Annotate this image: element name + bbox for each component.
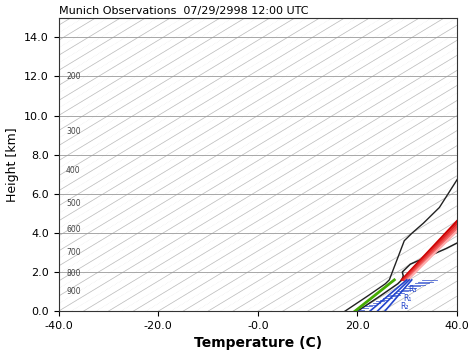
Text: Munich Observations  07/29/2998 12:00 UTC: Munich Observations 07/29/2998 12:00 UTC [58, 6, 308, 16]
Text: 500: 500 [66, 199, 81, 208]
Text: 400: 400 [66, 166, 81, 175]
Text: 300: 300 [66, 127, 81, 136]
Text: 700: 700 [66, 248, 81, 257]
Y-axis label: Height [km]: Height [km] [6, 127, 19, 202]
Text: R₂: R₂ [400, 302, 409, 311]
Text: 800: 800 [66, 269, 81, 278]
Text: R₁: R₁ [403, 294, 412, 303]
Text: R₃: R₃ [408, 285, 417, 294]
X-axis label: Temperature (C): Temperature (C) [194, 336, 322, 350]
Text: 600: 600 [66, 225, 81, 234]
Text: 900: 900 [66, 287, 81, 296]
Text: 200: 200 [66, 72, 81, 81]
